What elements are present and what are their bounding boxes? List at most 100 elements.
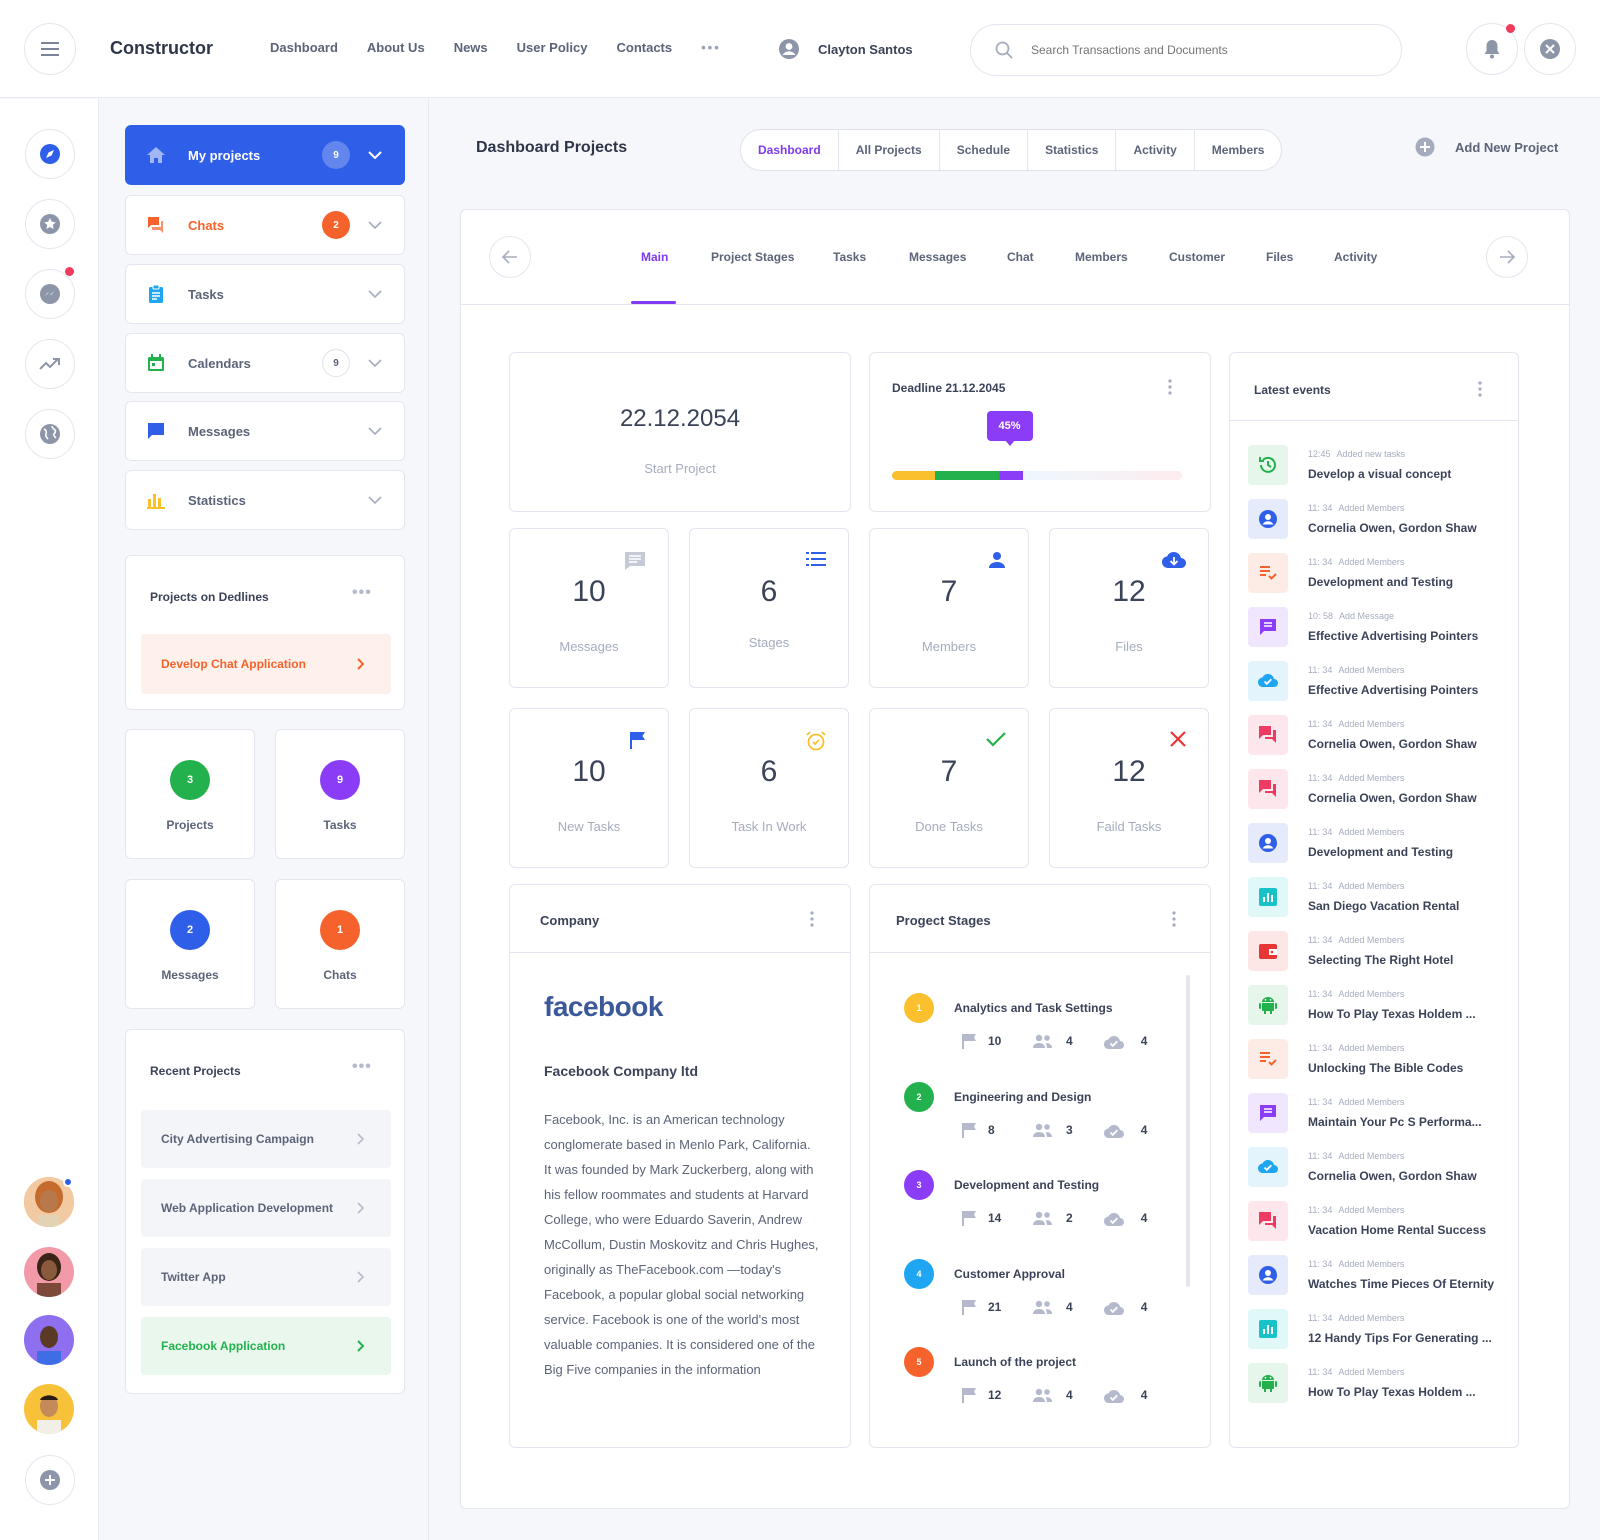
event-item[interactable]: 11: 34 Added Members Cornelia Owen, Gordon… — [1248, 769, 1508, 823]
event-item[interactable]: 11: 34 Added Members Vacation Home Rental … — [1248, 1201, 1508, 1255]
event-item[interactable]: 11: 34 Added Members Development and Testi… — [1248, 823, 1508, 877]
more-vertical-icon[interactable] — [1478, 381, 1482, 397]
subnav-chat[interactable]: Chat — [1007, 250, 1034, 264]
event-item[interactable]: 11: 34 Added Members How To Play Texas Hol… — [1248, 985, 1508, 1039]
counter-messages[interactable]: 2 Messages — [125, 879, 255, 1009]
event-item[interactable]: 11: 34 Added Members Selecting The Right H… — [1248, 931, 1508, 985]
stat-task-in-work[interactable]: 6 Task In Work — [689, 708, 849, 868]
add-user-button[interactable] — [25, 1455, 75, 1505]
scrollbar[interactable] — [1186, 975, 1190, 1287]
tab-schedule[interactable]: Schedule — [940, 130, 1029, 170]
more-vertical-icon[interactable] — [810, 911, 814, 927]
nav-user-policy[interactable]: User Policy — [516, 40, 588, 55]
stage-item[interactable]: 3 Development and Testing 14 2 4 — [904, 1170, 1174, 1250]
rail-explore-button[interactable] — [25, 129, 75, 179]
counter-value: 3 — [170, 760, 210, 800]
stage-item[interactable]: 1 Analytics and Task Settings 10 4 4 — [904, 993, 1174, 1073]
nav-dashboard[interactable]: Dashboard — [270, 40, 338, 55]
event-item[interactable]: 11: 34 Added Members 12 Handy Tips For Gen… — [1248, 1309, 1508, 1363]
counter-projects[interactable]: 3 Projects — [125, 729, 255, 859]
search-input[interactable] — [1031, 43, 1371, 57]
counter-chats[interactable]: 1 Chats — [275, 879, 405, 1009]
event-item[interactable]: 10: 58 Add Message Effective Advertising P… — [1248, 607, 1508, 661]
rail-messenger-button[interactable] — [25, 269, 75, 319]
avatar[interactable] — [24, 1384, 74, 1434]
rail-favorites-button[interactable] — [25, 199, 75, 249]
counter-tasks[interactable]: 9 Tasks — [275, 729, 405, 859]
event-item[interactable]: 11: 34 Added Members Development and Testi… — [1248, 553, 1508, 607]
subnav-files[interactable]: Files — [1266, 250, 1294, 264]
recent-project-name: City Advertising Campaign — [161, 1132, 314, 1146]
more-vertical-icon[interactable] — [1168, 379, 1172, 395]
event-item[interactable]: 11: 34 Added Members How To Play Texas Hol… — [1248, 1363, 1508, 1417]
event-item[interactable]: 11: 34 Added Members Cornelia Owen, Gordon… — [1248, 715, 1508, 769]
event-item[interactable]: 11: 34 Added Members Effective Advertising… — [1248, 661, 1508, 715]
prev-button[interactable] — [489, 236, 531, 278]
add-new-project-button[interactable]: Add New Project — [1415, 137, 1558, 157]
add-new-project-label: Add New Project — [1455, 139, 1559, 155]
event-item[interactable]: 11: 34 Added Members Cornelia Owen, Gordon… — [1248, 1147, 1508, 1201]
stat-faild-tasks[interactable]: 12 Faild Tasks — [1049, 708, 1209, 868]
subnav-project-stages[interactable]: Project Stages — [711, 250, 795, 264]
stage-item[interactable]: 5 Launch of the project 12 4 4 — [904, 1347, 1174, 1427]
menu-my-projects[interactable]: My projects 9 — [125, 125, 405, 185]
tab-dashboard[interactable]: Dashboard — [741, 130, 839, 170]
stat-stages[interactable]: 6 Stages — [689, 528, 849, 688]
rail-trending-button[interactable] — [25, 339, 75, 389]
close-button[interactable] — [1524, 23, 1576, 75]
event-item[interactable]: 11: 34 Added Members Maintain Your Pc S Pe… — [1248, 1093, 1508, 1147]
more-horizontal-icon[interactable]: ••• — [701, 40, 721, 55]
event-item[interactable]: 11: 34 Added Members San Diego Vacation Re… — [1248, 877, 1508, 931]
stat-files[interactable]: 12 Files — [1049, 528, 1209, 688]
recent-project-item-active[interactable]: Facebook Application — [141, 1317, 391, 1375]
avatar[interactable] — [24, 1315, 74, 1365]
event-item[interactable]: 11: 34 Added Members Unlocking The Bible C… — [1248, 1039, 1508, 1093]
event-meta: 11: 34 Added Members — [1308, 1367, 1404, 1377]
recent-project-item[interactable]: City Advertising Campaign — [141, 1110, 391, 1168]
tab-all-projects[interactable]: All Projects — [839, 130, 940, 170]
stage-item[interactable]: 4 Customer Approval 21 4 4 — [904, 1258, 1174, 1339]
subnav-activity[interactable]: Activity — [1334, 250, 1378, 264]
menu-chats[interactable]: Chats 2 — [125, 195, 405, 255]
event-item[interactable]: 11: 34 Added Members Cornelia Owen, Gordon… — [1248, 499, 1508, 553]
nav-contacts[interactable]: Contacts — [616, 40, 673, 55]
subnav-tasks[interactable]: Tasks — [833, 250, 867, 264]
event-action: Added new tasks — [1336, 449, 1406, 459]
stat-members[interactable]: 7 Members — [869, 528, 1029, 688]
subnav-customer[interactable]: Customer — [1169, 250, 1226, 264]
stat-messages[interactable]: 10 Messages — [509, 528, 669, 688]
tab-statistics[interactable]: Statistics — [1028, 130, 1117, 170]
subnav-messages[interactable]: Messages — [909, 250, 967, 264]
event-item[interactable]: 11: 34 Added Members Watches Time Pieces O… — [1248, 1255, 1508, 1309]
stat-done-tasks[interactable]: 7 Done Tasks — [869, 708, 1029, 868]
events-card-title: Latest events — [1254, 383, 1331, 397]
more-horizontal-icon[interactable]: ••• — [352, 584, 372, 601]
rail-globe-button[interactable] — [25, 409, 75, 459]
search-bar[interactable] — [970, 24, 1402, 76]
hamburger-menu-button[interactable] — [24, 23, 76, 75]
next-button[interactable] — [1486, 236, 1528, 278]
stage-flag-count: 8 — [988, 1122, 995, 1137]
menu-calendars[interactable]: Calendars 9 — [125, 333, 405, 393]
subnav-members[interactable]: Members — [1075, 250, 1128, 264]
recent-project-item[interactable]: Web Application Development — [141, 1179, 391, 1237]
nav-about-us[interactable]: About Us — [366, 40, 425, 55]
more-horizontal-icon[interactable]: ••• — [352, 1058, 372, 1075]
menu-tasks[interactable]: Tasks — [125, 264, 405, 324]
stage-number: 1 — [904, 993, 934, 1023]
user-profile[interactable]: Clayton Santos — [778, 38, 913, 60]
menu-statistics[interactable]: Statistics — [125, 470, 405, 530]
menu-messages[interactable]: Messages — [125, 401, 405, 461]
search-icon — [995, 41, 1013, 59]
nav-news[interactable]: News — [453, 40, 488, 55]
tab-activity[interactable]: Activity — [1116, 130, 1195, 170]
avatar[interactable] — [24, 1247, 74, 1297]
recent-project-item[interactable]: Twitter App — [141, 1248, 391, 1306]
tab-members[interactable]: Members — [1211, 143, 1265, 157]
deadline-project-item[interactable]: Develop Chat Application — [141, 634, 391, 694]
event-item[interactable]: 12:45 Added new tasks Develop a visual con… — [1248, 445, 1508, 499]
stage-item[interactable]: 2 Engineering and Design 8 3 4 — [904, 1081, 1174, 1162]
more-vertical-icon[interactable] — [1172, 911, 1176, 927]
subnav-main[interactable]: Main — [641, 250, 669, 264]
stat-new-tasks[interactable]: 10 New Tasks — [509, 708, 669, 868]
